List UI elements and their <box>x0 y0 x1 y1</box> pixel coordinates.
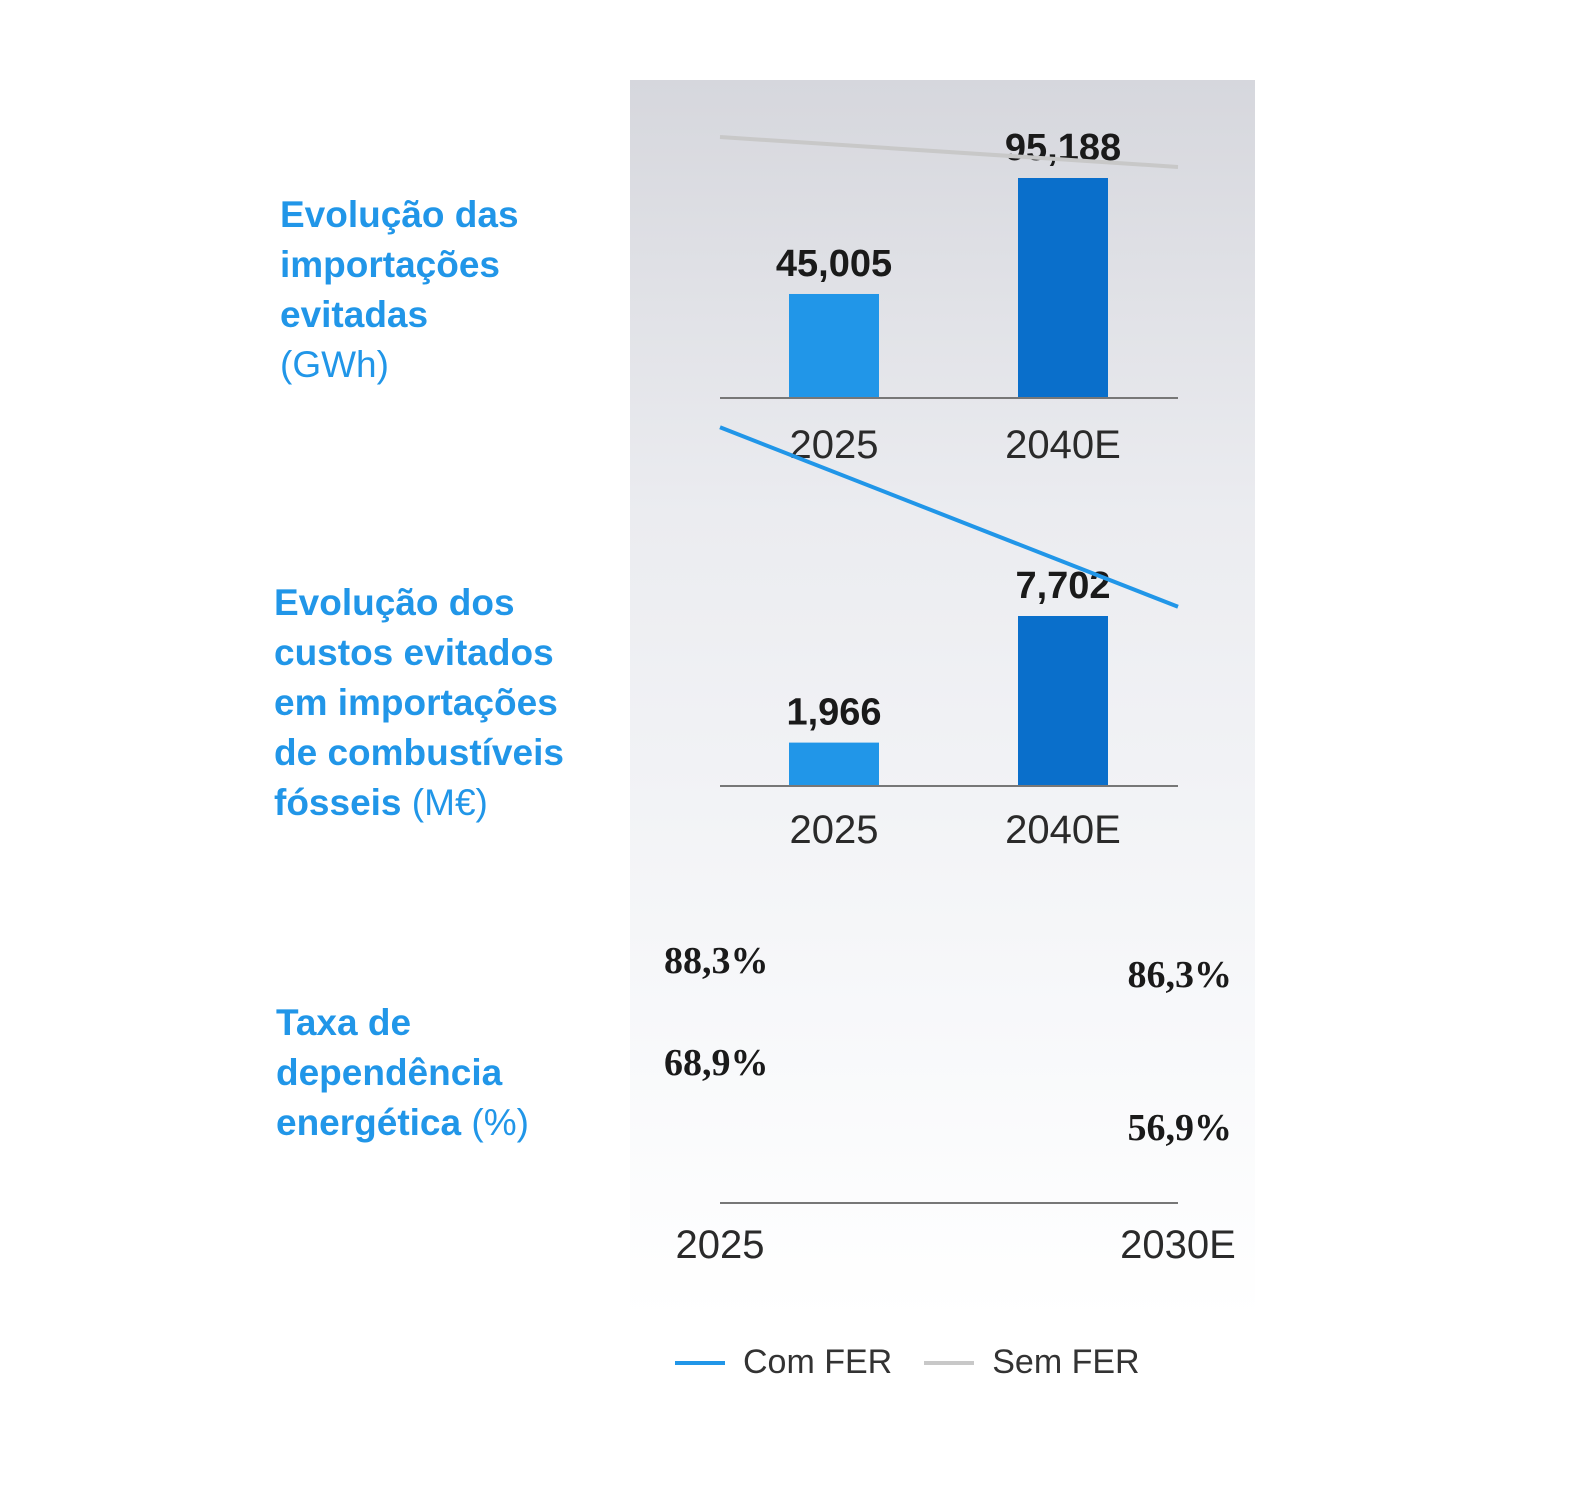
sem-fer-series-line <box>719 135 1179 169</box>
legend-label-sem-fer: Sem FER <box>992 1343 1140 1381</box>
costs-bar <box>1018 616 1108 786</box>
imports-title-line: Evolução das <box>280 194 519 235</box>
costs-title-line: custos evitados <box>274 632 554 673</box>
legend-swatch-com-fer <box>675 1360 725 1365</box>
costs-value-label: 7,702 <box>1015 565 1110 607</box>
legend-item-sem-fer: Sem FER <box>924 1343 1140 1382</box>
costs-bar <box>789 742 879 786</box>
com-fer-value-label: 68,9% <box>664 1042 769 1084</box>
imports-title-line: importações <box>280 244 501 285</box>
dependency-title-line: dependência <box>276 1052 503 1093</box>
legend-label-com-fer: Com FER <box>743 1343 893 1381</box>
imports-bar <box>1018 178 1108 398</box>
com-fer-value-label: 56,9% <box>1128 1107 1233 1149</box>
costs-title-line: em importações <box>274 682 558 723</box>
dependency-chart-label: Taxa de dependência energética (%) <box>276 998 529 1148</box>
legend-item-com-fer: Com FER <box>675 1343 892 1382</box>
imports-title-line: evitadas <box>280 294 429 335</box>
dependency-title-line: Taxa de <box>276 1002 412 1043</box>
costs-title-line: fósseis <box>274 782 402 823</box>
legend-swatch-sem-fer <box>924 1360 975 1365</box>
costs-title-line: de combustíveis <box>274 732 564 773</box>
sem-fer-value-label: 86,3% <box>1128 954 1233 996</box>
costs-chart-label: Evolução dos custos evitados em importaç… <box>274 578 564 828</box>
costs-tick-label: 2040E <box>1005 808 1121 852</box>
imports-chart-label: Evolução das importações evitadas (GWh) <box>280 190 519 390</box>
sem-fer-value-label: 88,3% <box>664 940 769 982</box>
costs-value-label: 1,966 <box>786 692 881 734</box>
legend: Com FER Sem FER <box>675 1343 1172 1382</box>
imports-tick-label: 2040E <box>1005 423 1121 467</box>
com-fer-series-line <box>719 425 1179 609</box>
chart-background-panel <box>630 80 1255 1320</box>
dependency-tick-label: 2030E <box>1120 1223 1236 1267</box>
dependency-title-line: energética <box>276 1102 462 1143</box>
costs-title-line: Evolução dos <box>274 582 515 623</box>
dependency-tick-label: 2025 <box>676 1223 765 1267</box>
imports-unit: (GWh) <box>280 344 389 385</box>
dependency-unit: (%) <box>471 1102 529 1143</box>
costs-unit: (M€) <box>411 782 488 823</box>
costs-tick-label: 2025 <box>790 808 879 852</box>
imports-bar <box>789 293 879 398</box>
imports-value-label: 45,005 <box>776 243 892 285</box>
